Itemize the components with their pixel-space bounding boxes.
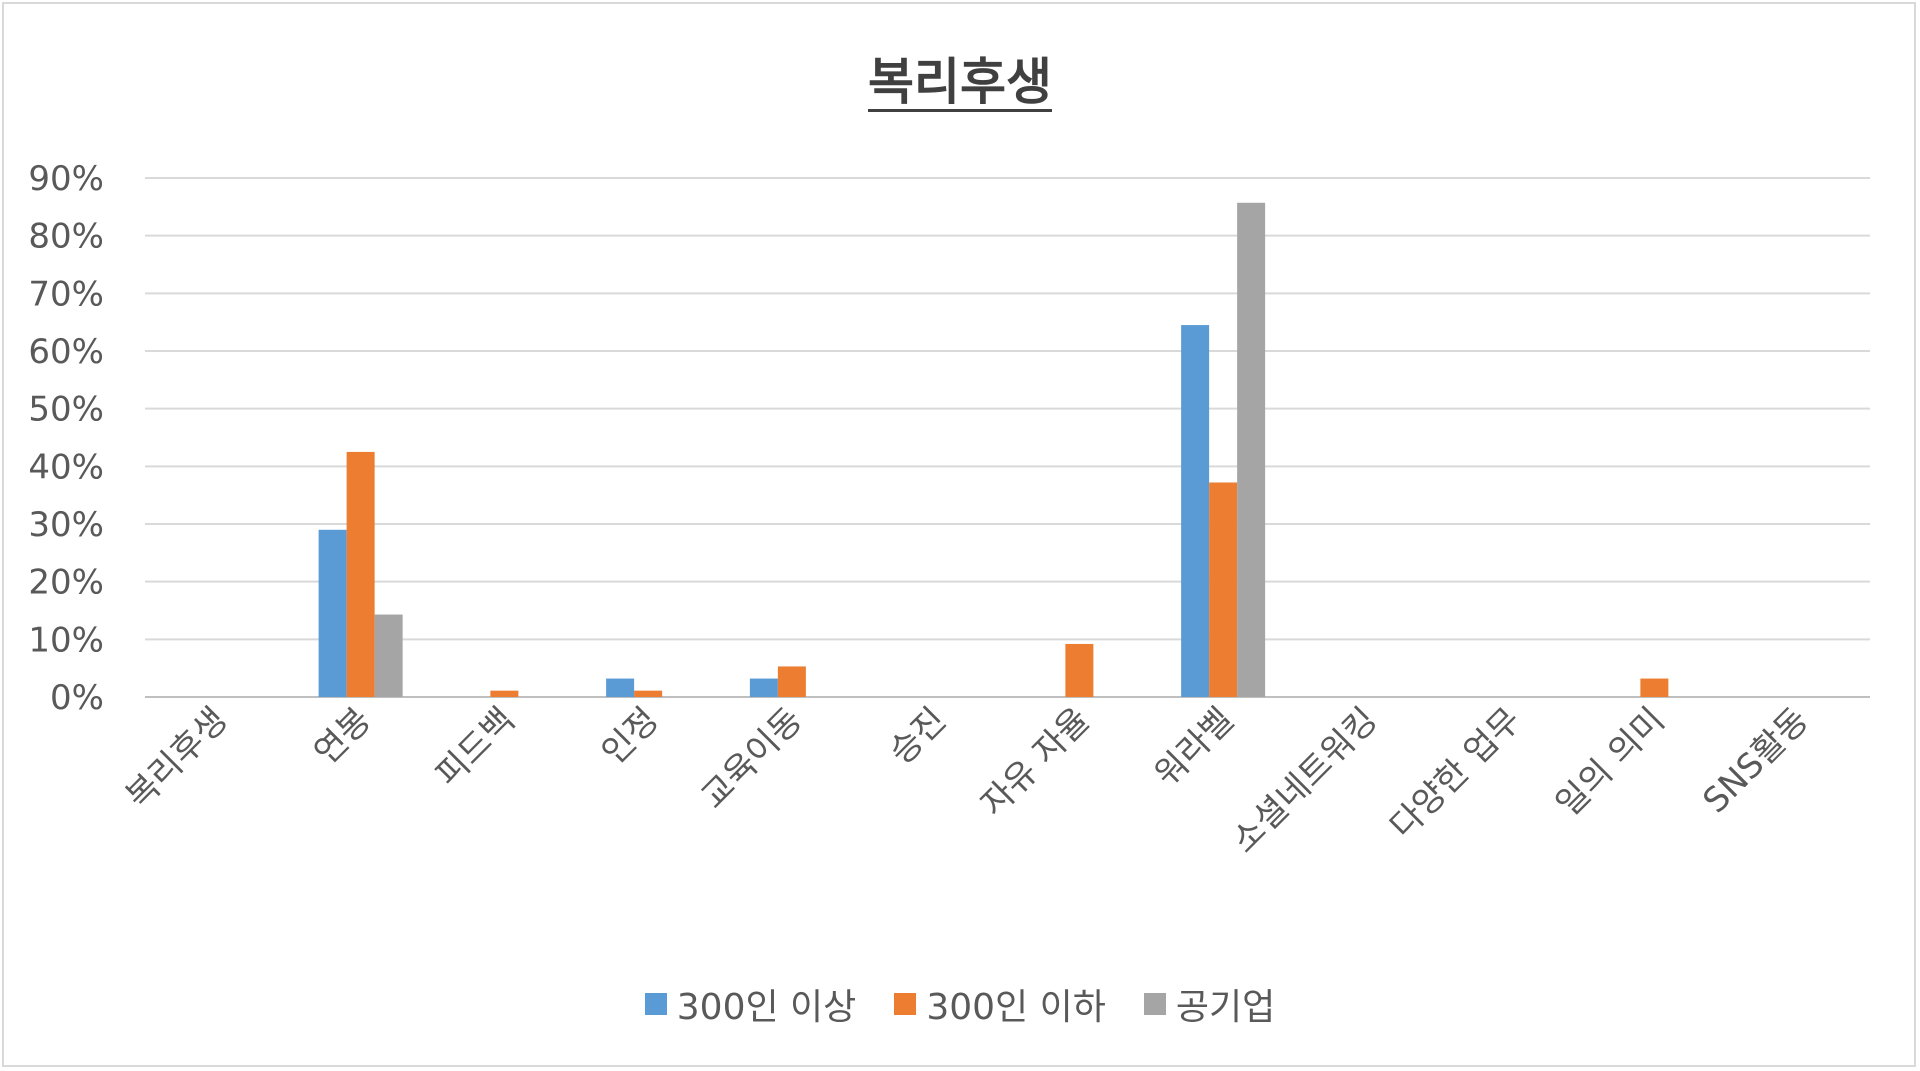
bar xyxy=(634,690,663,697)
x-category-label: 피드백 xyxy=(428,700,523,795)
y-tick-label: 20% xyxy=(28,563,104,603)
bar xyxy=(1065,643,1094,697)
legend-item: 300인 이상 xyxy=(644,978,857,1030)
bar xyxy=(1640,678,1669,697)
chart-title: 복리후생 xyxy=(0,42,1920,114)
bar xyxy=(749,678,778,697)
x-category-label: 워라벨 xyxy=(1147,700,1242,795)
legend-item: 300인 이하 xyxy=(894,978,1106,1030)
y-tick-label: 90% xyxy=(28,159,104,199)
bar xyxy=(346,451,375,697)
bar xyxy=(1181,325,1210,697)
legend-swatch xyxy=(894,993,917,1015)
x-category-label: 자유 자율 xyxy=(973,700,1097,824)
chart-legend: 300인 이상 300인 이하 공기업 xyxy=(0,978,1920,1030)
bar xyxy=(777,666,806,697)
y-tick-label: 80% xyxy=(28,217,104,257)
bar xyxy=(606,678,635,697)
y-tick-label: 50% xyxy=(28,390,104,430)
x-category-label: 교육이동 xyxy=(693,700,810,817)
y-tick-label: 10% xyxy=(28,620,104,660)
y-tick-label: 40% xyxy=(28,447,104,487)
bar xyxy=(318,529,347,697)
x-category-label: 다양한 업무 xyxy=(1382,700,1529,847)
bar xyxy=(1209,482,1238,697)
x-category-label: 소셜네트워킹 xyxy=(1224,700,1385,861)
legend-swatch xyxy=(1143,993,1166,1015)
legend-label: 300인 이상 xyxy=(676,987,857,1028)
chart-title-text: 복리후생 xyxy=(868,53,1052,111)
x-category-label: 승진 xyxy=(881,700,954,773)
x-category-label: 인정 xyxy=(594,700,667,773)
y-tick-label: 0% xyxy=(50,678,104,718)
y-tick-label: 60% xyxy=(28,332,104,372)
bar xyxy=(490,690,519,697)
legend-item: 공기업 xyxy=(1143,978,1276,1030)
bar xyxy=(1237,202,1266,697)
y-tick-label: 30% xyxy=(28,505,104,545)
legend-swatch xyxy=(644,993,667,1015)
legend-label: 300인 이하 xyxy=(926,987,1106,1028)
x-category-label: SNS활동 xyxy=(1695,700,1816,821)
legend-label: 공기업 xyxy=(1175,987,1276,1028)
y-tick-label: 70% xyxy=(28,274,104,314)
x-category-label: 복리후생 xyxy=(118,700,235,817)
x-category-label: 연봉 xyxy=(306,700,379,773)
x-category-label: 일의 의미 xyxy=(1548,700,1672,824)
bar xyxy=(374,614,403,697)
